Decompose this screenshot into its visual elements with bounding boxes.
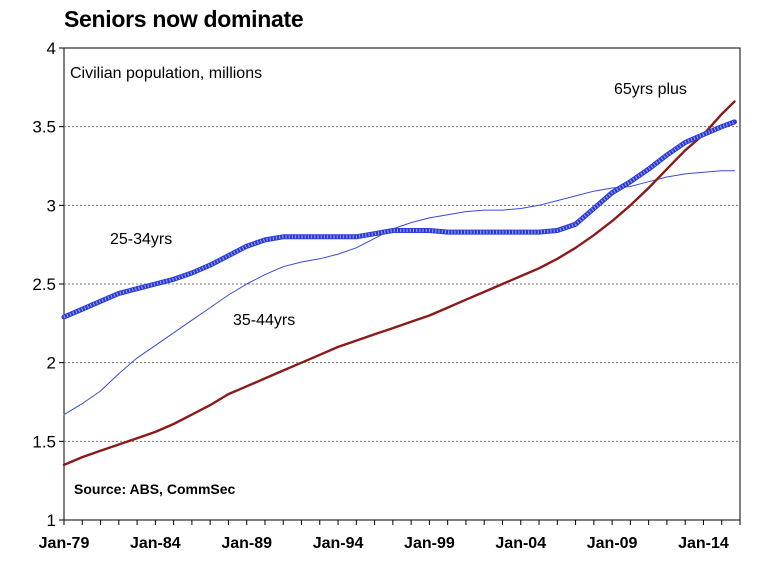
gridlines	[64, 126, 740, 442]
x-tick-label: Jan-14	[678, 535, 729, 552]
annotation-65yrs-plus: 65yrs plus	[614, 81, 687, 98]
x-tick-label: Jan-89	[221, 535, 272, 552]
y-tick-label: 3	[47, 196, 56, 215]
x-tick-label: Jan-99	[404, 535, 455, 552]
x-tick-label: Jan-84	[130, 535, 181, 552]
y-tick-label: 3.5	[32, 118, 56, 137]
source-note: Source: ABS, CommSec	[74, 481, 236, 497]
y-axis: 1 1.5 2 2.5 3 3.5 4	[32, 39, 64, 530]
y-tick-label: 1	[47, 511, 56, 530]
series-layer	[61, 100, 737, 467]
x-tick-label: Jan-79	[39, 535, 90, 552]
series-line-35-44yrs	[63, 170, 735, 416]
chart-title: Seniors now dominate	[64, 6, 304, 32]
x-tick-label: Jan-09	[587, 535, 638, 552]
x-tick-label: Jan-94	[313, 535, 364, 552]
series-line-25-34yrs	[61, 119, 737, 320]
series-line-65yrs-plus	[62, 100, 736, 467]
x-tick-label: Jan-04	[495, 535, 546, 552]
x-axis: Jan-79 Jan-84 Jan-89 Jan-94 Jan-99 Jan-04 Jan-…	[39, 520, 741, 552]
chart-subtitle: Civilian population, millions	[70, 65, 262, 82]
y-tick-label: 1.5	[32, 432, 56, 451]
y-tick-label: 2.5	[32, 275, 56, 294]
annotation-25-34yrs: 25-34yrs	[110, 231, 172, 248]
annotation-35-44yrs: 35-44yrs	[233, 312, 295, 329]
y-tick-label: 2	[47, 354, 56, 373]
y-tick-label: 4	[47, 39, 56, 58]
